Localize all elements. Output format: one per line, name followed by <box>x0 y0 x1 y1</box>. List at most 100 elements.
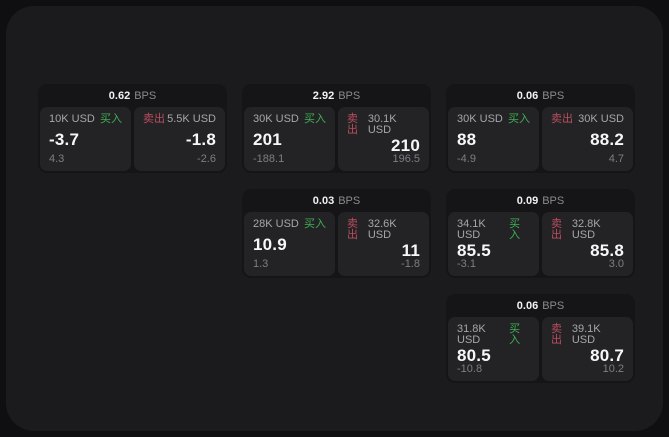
buy-tile-top: 10K USD 买入 <box>49 114 122 125</box>
spread-value: 0.06 <box>516 299 539 312</box>
sell-tile-top: 卖出 5.5K USD <box>143 114 216 125</box>
buy-price: -3.7 <box>49 130 80 149</box>
sell-side-label: 卖出 <box>143 113 165 125</box>
spread-unit-label: BPS <box>542 194 565 207</box>
spread-header: 0.03 BPS <box>242 189 431 212</box>
spread-header: 0.09 BPS <box>446 189 635 212</box>
buy-amount: 34.1K USD <box>457 218 486 241</box>
spread-unit-label: BPS <box>542 299 565 312</box>
sell-delta: 3.0 <box>608 258 624 270</box>
spread-value: 2.92 <box>312 89 335 102</box>
buy-tile[interactable]: 34.1K USD 买入 85.5 -3.1 <box>448 212 539 276</box>
sell-side-label: 卖出 <box>347 113 358 136</box>
sell-tile-top: 卖出 32.6K USD <box>347 219 420 241</box>
quote-card-body: 30K USD 买入 201 -188.1 卖出 30.1K USD 210 1… <box>242 107 431 173</box>
buy-delta: -4.9 <box>457 153 476 165</box>
sell-delta: 196.5 <box>392 153 420 165</box>
buy-tile[interactable]: 31.8K USD 买入 80.5 -10.8 <box>448 317 539 381</box>
quote-card-body: 31.8K USD 买入 80.5 -10.8 卖出 39.1K USD 80.… <box>446 317 635 383</box>
sell-amount: 5.5K USD <box>167 113 216 125</box>
buy-tile-top: 30K USD 买入 <box>253 114 326 125</box>
buy-tile-top: 31.8K USD 买入 <box>457 324 530 346</box>
buy-price: 10.9 <box>253 235 287 254</box>
buy-side-label: 买入 <box>100 113 122 125</box>
buy-amount: 31.8K USD <box>457 323 486 346</box>
spread-value: 0.06 <box>516 89 539 102</box>
sell-tile[interactable]: 卖出 30.1K USD 210 196.5 <box>338 107 429 171</box>
sell-side-label: 卖出 <box>551 323 562 346</box>
sell-tile-top: 卖出 30.1K USD <box>347 114 420 136</box>
sell-tile[interactable]: 卖出 32.8K USD 85.8 3.0 <box>542 212 633 276</box>
sell-tile[interactable]: 卖出 39.1K USD 80.7 10.2 <box>542 317 633 381</box>
buy-delta: 1.3 <box>253 258 269 270</box>
spread-header: 2.92 BPS <box>242 84 431 107</box>
quote-card: 2.92 BPS 30K USD 买入 201 -188.1 卖出 <box>242 84 431 173</box>
sell-price: 80.7 <box>590 345 624 365</box>
spread-unit-label: BPS <box>134 89 157 102</box>
buy-price: 201 <box>253 130 282 149</box>
buy-price: 88 <box>457 130 477 149</box>
sell-price: -1.8 <box>185 130 216 149</box>
quote-grid: 0.62 BPS 10K USD 买入 -3.7 4.3 卖出 <box>38 84 635 383</box>
sell-price: 88.2 <box>590 130 624 149</box>
quote-card: 0.03 BPS 28K USD 买入 10.9 1.3 卖出 <box>242 189 431 278</box>
buy-amount: 28K USD <box>253 218 299 230</box>
sell-delta: 4.7 <box>608 153 624 165</box>
main-panel: 0.62 BPS 10K USD 买入 -3.7 4.3 卖出 <box>6 6 663 431</box>
quote-card: 0.62 BPS 10K USD 买入 -3.7 4.3 卖出 <box>38 84 227 173</box>
quote-card: 0.09 BPS 34.1K USD 买入 85.5 -3.1 卖出 <box>446 189 635 278</box>
sell-tile-top: 卖出 30K USD <box>551 114 624 125</box>
sell-amount: 32.8K USD <box>571 218 601 241</box>
buy-side-label: 买入 <box>508 113 530 125</box>
quote-card-body: 28K USD 买入 10.9 1.3 卖出 32.6K USD 11 -1.8 <box>242 212 431 278</box>
sell-tile-top: 卖出 39.1K USD <box>551 324 624 346</box>
buy-tile[interactable]: 28K USD 买入 10.9 1.3 <box>244 212 335 276</box>
buy-delta: -10.8 <box>457 363 483 375</box>
sell-side-label: 卖出 <box>551 113 573 125</box>
quote-card-body: 30K USD 买入 88 -4.9 卖出 30K USD 88.2 4.7 <box>446 107 635 173</box>
spread-unit-label: BPS <box>338 194 361 207</box>
sell-tile[interactable]: 卖出 32.6K USD 11 -1.8 <box>338 212 429 276</box>
sell-price: 11 <box>401 240 420 260</box>
spread-header: 0.06 BPS <box>446 84 635 107</box>
buy-delta: -188.1 <box>253 153 285 165</box>
buy-tile[interactable]: 10K USD 买入 -3.7 4.3 <box>40 107 131 171</box>
buy-delta: -3.1 <box>457 258 476 270</box>
buy-tile-top: 34.1K USD 买入 <box>457 219 530 241</box>
buy-amount: 30K USD <box>457 113 503 125</box>
sell-side-label: 卖出 <box>551 218 562 241</box>
sell-delta: -2.6 <box>197 153 216 165</box>
sell-price: 210 <box>391 135 420 155</box>
spread-header: 0.06 BPS <box>446 294 635 317</box>
spread-value: 0.09 <box>516 194 539 207</box>
buy-price: 85.5 <box>457 240 491 260</box>
sell-tile[interactable]: 卖出 30K USD 88.2 4.7 <box>542 107 633 171</box>
sell-delta: -1.8 <box>401 258 420 270</box>
buy-side-label: 买入 <box>509 323 521 346</box>
buy-tile-top: 30K USD 买入 <box>457 114 530 125</box>
quote-card-body: 34.1K USD 买入 85.5 -3.1 卖出 32.8K USD 85.8… <box>446 212 635 278</box>
buy-side-label: 买入 <box>304 218 326 230</box>
sell-amount: 30.1K USD <box>367 113 397 136</box>
sell-amount: 39.1K USD <box>571 323 601 346</box>
sell-amount: 30K USD <box>578 113 624 125</box>
quote-card: 0.06 BPS 30K USD 买入 88 -4.9 卖出 <box>446 84 635 173</box>
spread-value: 0.03 <box>312 194 335 207</box>
sell-delta: 10.2 <box>602 363 624 375</box>
spread-unit-label: BPS <box>338 89 361 102</box>
spread-value: 0.62 <box>108 89 131 102</box>
quote-card: 0.06 BPS 31.8K USD 买入 80.5 -10.8 卖 <box>446 294 635 383</box>
buy-amount: 10K USD <box>49 113 95 125</box>
sell-tile[interactable]: 卖出 5.5K USD -1.8 -2.6 <box>134 107 225 171</box>
buy-tile-top: 28K USD 买入 <box>253 219 326 230</box>
buy-delta: 4.3 <box>49 153 65 165</box>
sell-side-label: 卖出 <box>347 218 358 241</box>
buy-tile[interactable]: 30K USD 买入 201 -188.1 <box>244 107 335 171</box>
buy-amount: 30K USD <box>253 113 299 125</box>
sell-tile-top: 卖出 32.8K USD <box>551 219 624 241</box>
spread-header: 0.62 BPS <box>38 84 227 107</box>
sell-price: 85.8 <box>590 240 624 260</box>
buy-side-label: 买入 <box>509 218 521 241</box>
buy-tile[interactable]: 30K USD 买入 88 -4.9 <box>448 107 539 171</box>
